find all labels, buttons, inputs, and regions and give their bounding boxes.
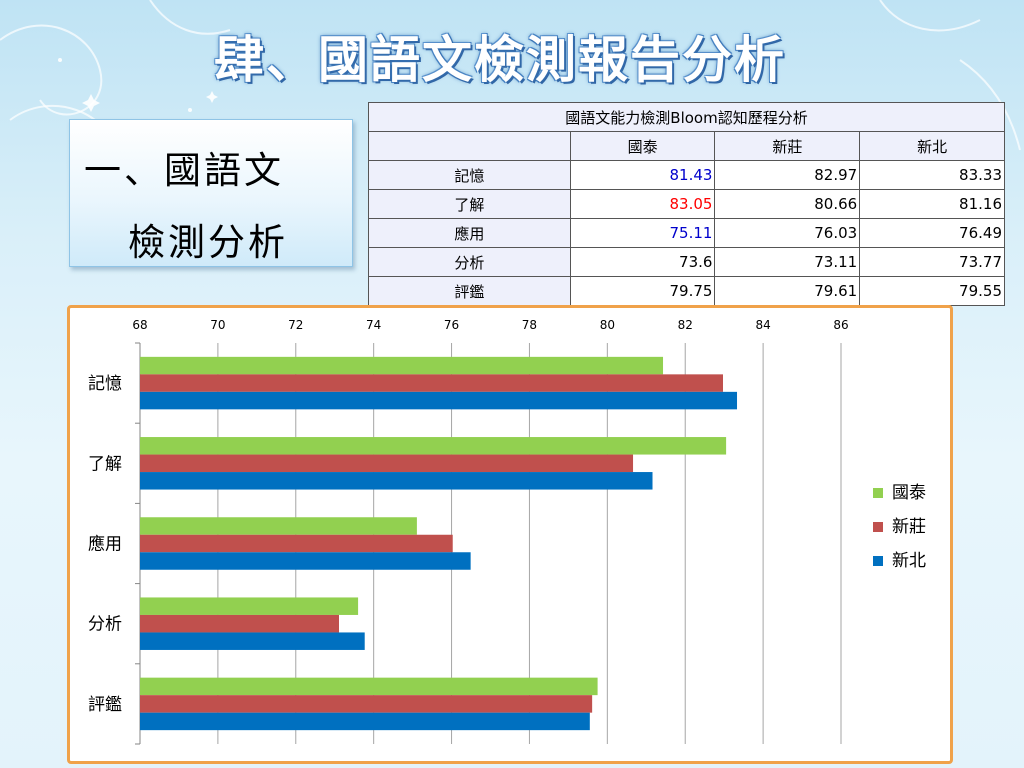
column-header: 國泰 (569, 131, 716, 161)
legend-label: 新莊 (892, 517, 926, 537)
bar-國泰 (140, 437, 727, 455)
table-cell: 79.61 (714, 276, 861, 306)
table-corner (368, 131, 571, 161)
row-label: 了解 (368, 189, 571, 219)
bar-新莊 (140, 374, 723, 392)
legend-label: 新北 (892, 551, 926, 571)
table-row: 了解 83.05 80.66 81.16 (368, 189, 1005, 219)
table-cell: 73.11 (714, 247, 861, 277)
table-title: 國語文能力檢測Bloom認知歷程分析 (368, 102, 1005, 132)
legend-label: 國泰 (892, 483, 926, 503)
bar-國泰 (140, 517, 417, 535)
bar-新北 (140, 712, 590, 731)
table-cell: 79.75 (569, 276, 716, 306)
bar-新北 (140, 552, 471, 570)
category-label: 記憶 (88, 374, 122, 394)
data-table: 國語文能力檢測Bloom認知歷程分析 國泰 新莊 新北 記憶 81.43 82.… (368, 102, 1005, 306)
table-cell: 81.43 (569, 160, 716, 190)
row-label: 記憶 (368, 160, 571, 190)
chart-frame: 68 70 72 74 76 78 80 82 84 86 記憶了解應用分析評鑑 國泰新莊新北 (67, 305, 953, 764)
category-label: 了解 (88, 454, 122, 474)
row-label: 應用 (368, 218, 571, 248)
table-cell: 76.49 (859, 218, 1005, 248)
bar-新莊 (140, 695, 593, 713)
x-tick-label: 86 (833, 318, 848, 332)
bar-新莊 (140, 534, 453, 553)
table-cell: 80.66 (714, 189, 861, 219)
category-label: 分析 (88, 615, 122, 635)
x-tick-label: 74 (366, 318, 381, 332)
subtitle-line-2: 檢測分析 (128, 221, 288, 264)
x-tick-label: 76 (444, 318, 459, 332)
table-cell: 76.03 (714, 218, 861, 248)
row-label: 分析 (368, 247, 571, 277)
column-header: 新北 (859, 131, 1005, 161)
bar-新北 (140, 472, 653, 490)
table-row: 應用 75.11 76.03 76.49 (368, 218, 1005, 248)
table-cell: 81.16 (859, 189, 1005, 219)
table-row: 評鑑 79.75 79.61 79.55 (368, 276, 1005, 306)
bar-新莊 (140, 454, 634, 473)
category-label: 應用 (88, 534, 122, 555)
subtitle-line-1: 一、國語文 (84, 149, 284, 192)
x-tick-label: 72 (288, 318, 303, 332)
column-header: 新莊 (714, 131, 861, 161)
x-tick-label: 80 (600, 318, 615, 332)
slide-title: 肆、國語文檢測報告分析 (214, 31, 786, 89)
table-cell: 73.77 (859, 247, 1005, 277)
bar-新北 (140, 632, 365, 650)
bar-國泰 (140, 597, 359, 615)
bar-新北 (140, 391, 738, 410)
table-cell: 83.33 (859, 160, 1005, 190)
x-tick-label: 84 (755, 318, 770, 332)
legend-swatch (873, 556, 883, 566)
table-cell: 73.6 (569, 247, 716, 277)
x-tick-label: 68 (132, 318, 147, 332)
legend-swatch (873, 488, 883, 498)
row-label: 評鑑 (368, 276, 571, 306)
table-cell: 82.97 (714, 160, 861, 190)
table-cell: 83.05 (569, 189, 716, 219)
bar-國泰 (140, 677, 598, 696)
bar-新莊 (140, 614, 340, 633)
table-cell: 79.55 (859, 276, 1005, 306)
x-tick-label: 70 (210, 318, 225, 332)
category-label: 評鑑 (88, 695, 122, 715)
table-row: 記憶 81.43 82.97 83.33 (368, 160, 1005, 190)
table-row: 分析 73.6 73.11 73.77 (368, 247, 1005, 277)
legend-swatch (873, 522, 883, 532)
bar-國泰 (140, 356, 664, 375)
x-tick-label: 78 (522, 318, 537, 332)
table-cell: 75.11 (569, 218, 716, 248)
subtitle-box: 一、國語文 檢測分析 (69, 119, 353, 267)
x-tick-label: 82 (678, 318, 693, 332)
